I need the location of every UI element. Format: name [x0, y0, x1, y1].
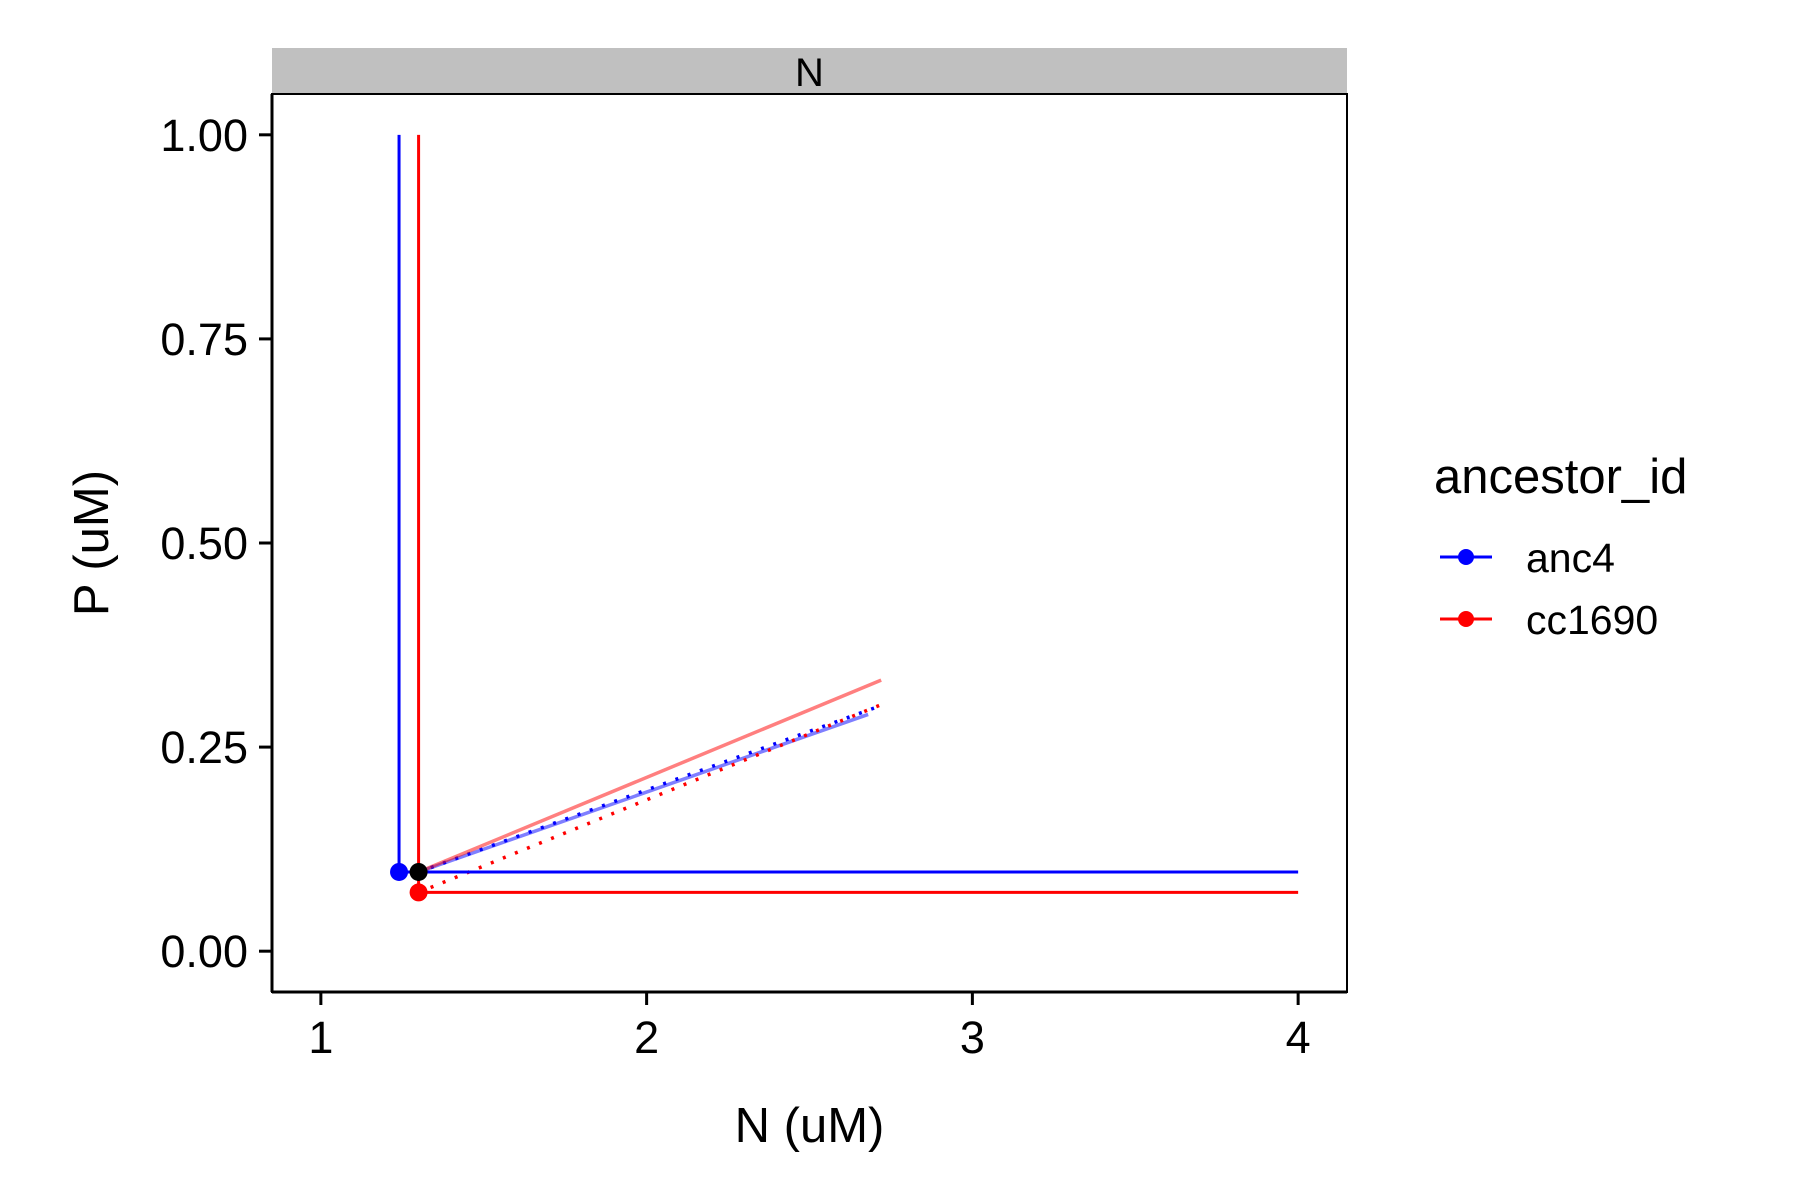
- legend: ancestor_id anc4 cc1690: [1434, 450, 1687, 643]
- legend-key-point: [1458, 549, 1474, 565]
- chart-marks: [390, 134, 1299, 902]
- point-anc4: [390, 862, 409, 881]
- intersection-point: [409, 862, 428, 881]
- x-axis-title: N (uM): [735, 1099, 885, 1153]
- facet-title: N: [795, 51, 824, 95]
- y-tick-label: 0.75: [160, 314, 248, 365]
- x-tick-label: 1: [308, 1012, 333, 1063]
- legend-label: cc1690: [1526, 597, 1658, 643]
- x-tick-label: 2: [634, 1012, 659, 1063]
- facet-strip: [272, 48, 1347, 94]
- legend-title: ancestor_id: [1434, 450, 1687, 504]
- y-tick-label: 0.50: [160, 518, 248, 569]
- y-tick-label: 0.00: [160, 926, 248, 977]
- y-ticks: 0.00 0.25 0.50 0.75 1.00: [160, 110, 272, 977]
- y-tick-label: 0.25: [160, 722, 248, 773]
- y-axis-title: P (uM): [65, 470, 119, 616]
- x-ticks: 1 2 3 4: [308, 992, 1311, 1063]
- dotted-line-cc1690: [417, 703, 882, 895]
- plot-panel: [271, 93, 1348, 993]
- legend-entry-anc4: anc4: [1440, 535, 1615, 581]
- legend-entry-cc1690: cc1690: [1440, 597, 1658, 643]
- dotted-line-anc4: [417, 706, 876, 874]
- x-tick-label: 4: [1286, 1012, 1311, 1063]
- y-tick-label: 1.00: [160, 110, 248, 161]
- point-cc1690: [409, 883, 428, 902]
- x-tick-label: 3: [960, 1012, 985, 1063]
- legend-key-point: [1458, 611, 1474, 627]
- solid-line-cc1690: [417, 678, 882, 874]
- legend-label: anc4: [1526, 535, 1615, 581]
